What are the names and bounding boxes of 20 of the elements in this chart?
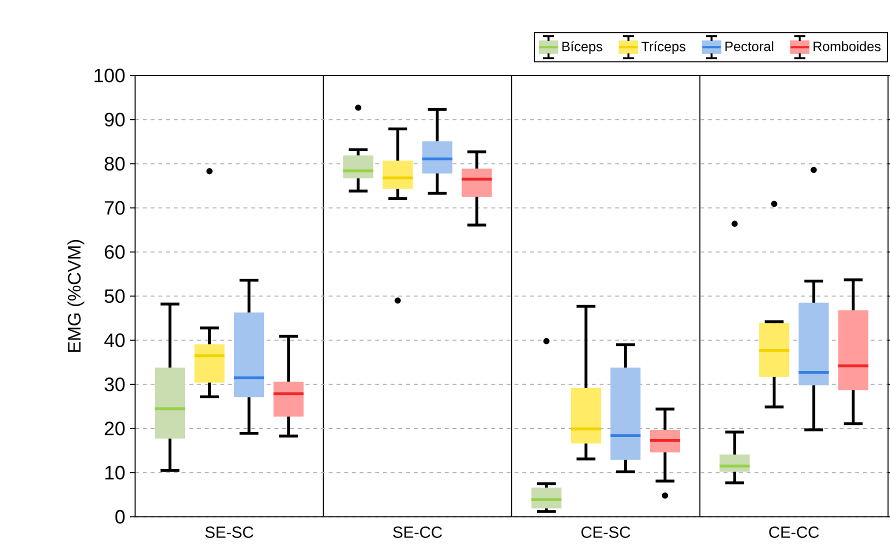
y-tick-label: 0: [115, 510, 125, 524]
x-tick-label: CE-SC: [581, 526, 630, 538]
legend-label: Pectoral: [725, 41, 774, 52]
y-tick-label: 20: [104, 422, 125, 436]
y-tick-label: 30: [104, 378, 125, 392]
x-tick-label: SE-CC: [393, 526, 442, 538]
y-tick-label: 10: [105, 466, 125, 480]
y-tick-label: 100: [94, 68, 125, 82]
x-tick-label: SE-SC: [205, 526, 254, 538]
y-tick-label: 90: [104, 112, 125, 127]
y-tick-label: 40: [104, 333, 125, 348]
legend-label: Tríceps: [642, 41, 686, 54]
y-tick-label: 50: [104, 289, 125, 304]
x-tick-label: CE-CC: [769, 526, 819, 538]
y-tick-label: 80: [104, 156, 125, 171]
y-tick-label: 70: [104, 201, 125, 215]
y-axis-title: EMG (%CVM): [67, 240, 84, 352]
legend-label: Romboides: [814, 41, 881, 52]
y-tick-label: 60: [104, 245, 125, 259]
legend-label: Bíceps: [562, 41, 602, 54]
